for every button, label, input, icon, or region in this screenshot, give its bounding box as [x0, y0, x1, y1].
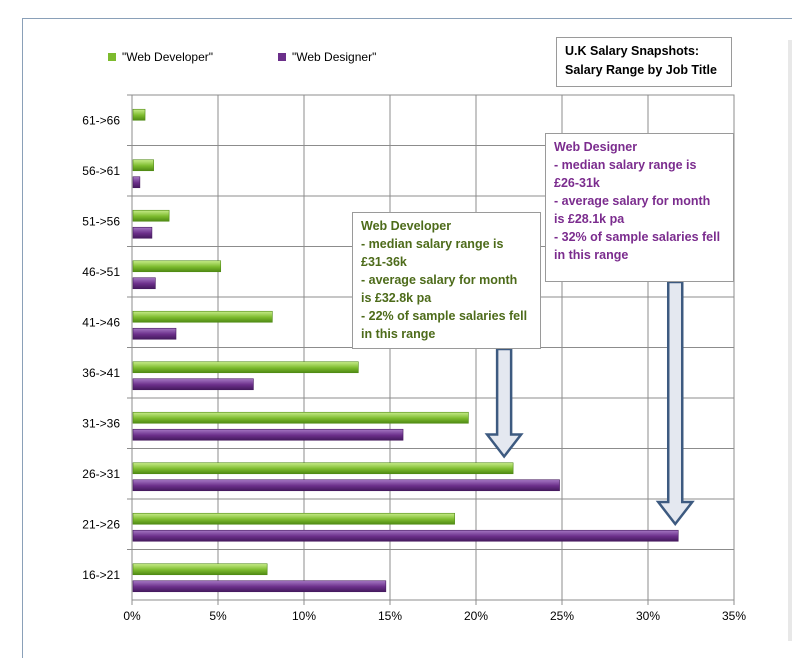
legend-item-web-developer: "Web Developer" [108, 50, 213, 64]
y-tick-label: 61->66 [82, 113, 120, 127]
legend-label-web-developer: "Web Developer" [122, 50, 214, 64]
callout-dev-line: - average salary for month [361, 273, 518, 287]
x-tick-label: 25% [550, 609, 574, 623]
chart-title-line-1: U.K Salary Snapshots: [565, 44, 700, 58]
bar-web-developer [132, 310, 273, 323]
bar-web-developer [132, 108, 146, 121]
x-tick-label: 20% [464, 609, 488, 623]
arrow-web-designer-icon [655, 280, 695, 527]
callout-dev-line: Web Developer [361, 219, 452, 233]
arrow-web-developer-icon [484, 347, 524, 459]
callout-des-line: - average salary for month [554, 194, 711, 208]
y-tick-label: 36->41 [82, 366, 120, 380]
chart-frame: "Web Developer" "Web Designer" U.K Salar… [22, 18, 792, 658]
legend-item-web-designer: "Web Designer" [278, 50, 376, 64]
callout-des-line: in this range [554, 248, 629, 262]
callout-dev-line: is £32.8k pa [361, 291, 432, 305]
callout-des-line: - 32% of sample salaries fell [554, 230, 721, 244]
x-tick-label: 15% [378, 609, 402, 623]
callout-des-line: - median salary range is [554, 158, 697, 172]
legend-label-web-designer: "Web Designer" [292, 50, 377, 64]
bar-chart: 0% 5% 10% 15% 20% 25% 30% 35% 61->66 56->61 51->56… [82, 94, 746, 623]
y-tick-label: 16->21 [82, 568, 120, 582]
chart-border [22, 18, 792, 658]
y-tick-label: 46->51 [82, 265, 120, 279]
bar-web-developer [132, 361, 359, 374]
callout-dev-line: - median salary range is [361, 237, 504, 251]
bar-web-designer [132, 479, 560, 492]
legend-swatch-web-designer [278, 53, 286, 61]
x-tick-label: 35% [722, 609, 746, 623]
bar-web-designer [132, 428, 404, 441]
bar-web-designer [132, 277, 156, 290]
callout-web-developer: Web Developer - median salary range is £… [352, 212, 541, 349]
bar-web-developer [132, 462, 514, 475]
chart-title-line-2: Salary Range by Job Title [565, 63, 717, 77]
bar-web-designer [132, 226, 153, 239]
x-tick-label: 0% [123, 609, 141, 623]
bar-web-designer [132, 580, 387, 593]
callout-des-line: is £28.1k pa [554, 212, 625, 226]
bar-web-developer [132, 159, 154, 172]
bar-web-developer [132, 411, 469, 424]
bar-web-designer [132, 327, 177, 340]
x-tick-label: 30% [636, 609, 660, 623]
y-tick-label: 51->56 [82, 214, 120, 228]
bar-web-designer [132, 378, 254, 391]
bar-web-developer [132, 209, 170, 222]
y-tick-label: 26->31 [82, 467, 120, 481]
bar-web-designer [132, 176, 141, 189]
y-tick-label: 41->46 [82, 315, 120, 329]
y-tick-label: 21->26 [82, 517, 120, 531]
bar-web-developer [132, 260, 222, 273]
legend-swatch-web-developer [108, 53, 116, 61]
right-edge [788, 40, 792, 641]
y-tick-label: 56->61 [82, 164, 120, 178]
callout-des-line: £26-31k [554, 176, 600, 190]
callout-dev-line: £31-36k [361, 255, 407, 269]
callout-dev-line: in this range [361, 327, 436, 341]
x-tick-label: 5% [209, 609, 227, 623]
callout-dev-line: - 22% of sample salaries fell [361, 309, 528, 323]
callout-web-designer: Web Designer - median salary range is £2… [545, 133, 734, 282]
x-tick-label: 10% [292, 609, 316, 623]
chart-title-box: U.K Salary Snapshots: Salary Range by Jo… [556, 37, 732, 87]
bar-web-developer [132, 563, 268, 576]
y-tick-label: 31->36 [82, 416, 120, 430]
bar-web-developer [132, 512, 455, 525]
callout-des-line: Web Designer [554, 140, 638, 154]
bar-web-designer [132, 529, 679, 542]
